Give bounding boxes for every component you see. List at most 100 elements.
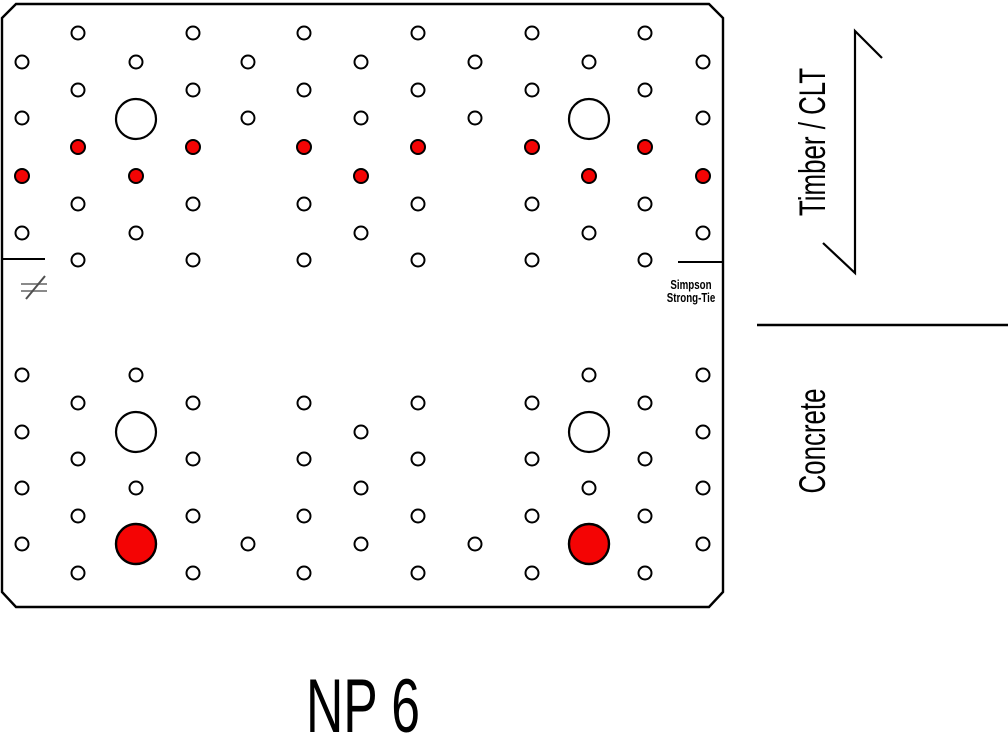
bolt-hole: [185, 82, 201, 98]
bolt-hole: [637, 451, 653, 467]
bolt-hole: [296, 196, 312, 212]
highlighted-holes-group: [14, 139, 711, 184]
bolt-hole: [353, 480, 369, 496]
large-holes-group: [114, 97, 611, 454]
highlighted-bolt-hole: [14, 168, 30, 184]
bolt-hole: [637, 395, 653, 411]
highlighted-bolt-hole: [185, 139, 201, 155]
bolt-hole: [581, 367, 597, 383]
bolt-hole: [185, 451, 201, 467]
bolt-hole: [70, 25, 86, 41]
bolt-hole: [524, 508, 540, 524]
bolt-hole: [695, 367, 711, 383]
bolt-hole: [410, 196, 426, 212]
large-highlighted-holes-group: [114, 522, 611, 566]
bolt-hole: [695, 54, 711, 70]
bolt-hole: [637, 82, 653, 98]
bolt-hole: [637, 196, 653, 212]
bolt-hole: [240, 54, 256, 70]
bolt-hole: [70, 395, 86, 411]
highlighted-bolt-hole: [410, 139, 426, 155]
bolt-hole: [14, 536, 30, 552]
bolt-hole: [128, 480, 144, 496]
small-holes-group: [14, 25, 711, 581]
highlighted-bolt-hole: [296, 139, 312, 155]
bolt-hole: [353, 536, 369, 552]
bolt-hole: [524, 252, 540, 268]
highlighted-bolt-hole: [70, 139, 86, 155]
plate-outline: [0, 2, 725, 609]
material-label-concrete: Concrete: [791, 388, 833, 493]
bolt-hole: [240, 110, 256, 126]
bolt-hole: [410, 565, 426, 581]
bolt-hole: [70, 82, 86, 98]
bolt-hole: [524, 196, 540, 212]
bolt-hole: [296, 565, 312, 581]
highlighted-bolt-hole: [524, 139, 540, 155]
bolt-hole: [353, 225, 369, 241]
bolt-hole: [185, 565, 201, 581]
bolt-hole: [185, 252, 201, 268]
large-anchor-hole: [567, 97, 611, 141]
brand-name-line2: Strong-Tie: [667, 292, 716, 306]
bolt-hole: [524, 451, 540, 467]
timber-grain-symbol: [822, 28, 883, 276]
bolt-hole: [637, 252, 653, 268]
bolt-hole: [14, 480, 30, 496]
bolt-hole: [410, 395, 426, 411]
bolt-hole: [296, 508, 312, 524]
bolt-hole: [581, 480, 597, 496]
bolt-hole: [524, 25, 540, 41]
highlighted-bolt-hole: [128, 168, 144, 184]
part-label: NP 6: [306, 663, 420, 748]
bolt-hole: [581, 225, 597, 241]
large-highlighted-anchor-hole: [567, 522, 611, 566]
bolt-hole: [524, 82, 540, 98]
highlighted-bolt-hole: [581, 168, 597, 184]
bolt-hole: [410, 252, 426, 268]
bolt-hole: [695, 536, 711, 552]
bolt-hole: [353, 110, 369, 126]
highlighted-bolt-hole: [695, 168, 711, 184]
bolt-hole: [14, 225, 30, 241]
bolt-hole: [185, 395, 201, 411]
bolt-hole: [70, 451, 86, 467]
bolt-hole: [637, 25, 653, 41]
bolt-hole: [128, 367, 144, 383]
bolt-hole: [185, 508, 201, 524]
bolt-hole: [296, 395, 312, 411]
break-mark-slash: [25, 275, 46, 300]
bolt-hole: [637, 565, 653, 581]
highlighted-bolt-hole: [637, 139, 653, 155]
bolt-hole: [581, 54, 597, 70]
bolt-hole: [128, 225, 144, 241]
large-anchor-hole: [114, 410, 158, 454]
bolt-hole: [410, 451, 426, 467]
bolt-hole: [410, 82, 426, 98]
brand-name-line1: Simpson: [670, 279, 711, 293]
bolt-hole: [695, 110, 711, 126]
bolt-hole: [185, 25, 201, 41]
bolt-hole: [70, 565, 86, 581]
bolt-hole: [70, 196, 86, 212]
large-highlighted-anchor-hole: [114, 522, 158, 566]
bolt-hole: [637, 508, 653, 524]
bolt-hole: [410, 25, 426, 41]
bolt-hole: [695, 225, 711, 241]
bolt-hole: [14, 54, 30, 70]
bolt-hole: [240, 536, 256, 552]
large-anchor-hole: [114, 97, 158, 141]
bolt-hole: [353, 424, 369, 440]
bolt-hole: [524, 395, 540, 411]
bolt-hole: [524, 565, 540, 581]
bolt-hole: [70, 508, 86, 524]
bolt-hole: [353, 54, 369, 70]
bolt-hole: [467, 536, 483, 552]
bolt-hole: [296, 451, 312, 467]
bolt-hole: [14, 110, 30, 126]
bolt-hole: [695, 480, 711, 496]
material-label-timber: Timber / CLT: [791, 68, 833, 216]
bolt-hole: [296, 82, 312, 98]
